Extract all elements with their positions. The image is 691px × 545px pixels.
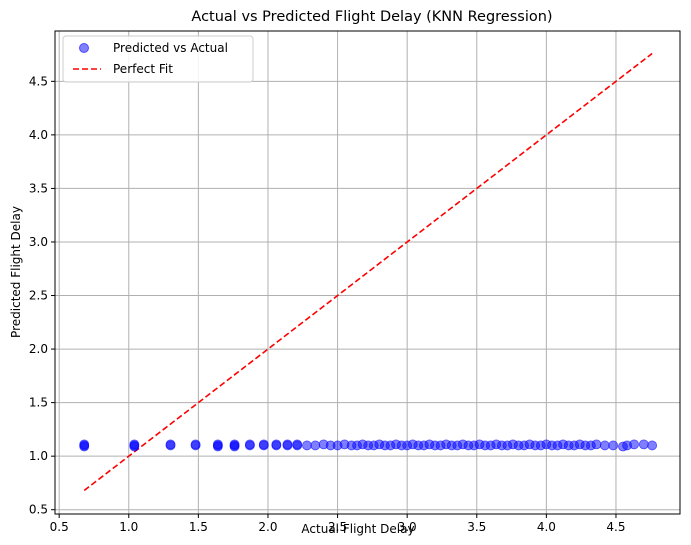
- y-tick-label: 1.0: [29, 449, 48, 463]
- data-point: [212, 439, 223, 450]
- data-point: [302, 440, 312, 451]
- data-point: [647, 440, 658, 451]
- data-point: [608, 440, 619, 451]
- data-point: [165, 439, 176, 450]
- data-point: [258, 439, 269, 450]
- plot-area-frame: [54, 30, 681, 515]
- data-point: [310, 440, 321, 451]
- y-axis: 0.5 1.0 1.5 2.0 2.5 3.0 3.5 4.0 4.5: [29, 74, 55, 517]
- y-tick-label: 1.5: [29, 396, 48, 410]
- x-axis-title: Actual Flight Delay: [301, 522, 414, 536]
- x-tick-label: 1.5: [189, 520, 208, 534]
- data-point: [292, 439, 303, 450]
- perfect-fit-line: [83, 52, 653, 492]
- x-tick-label: 3.0: [398, 520, 417, 534]
- legend-label-line: Perfect Fit: [113, 62, 173, 76]
- legend: Predicted vs Actual Perfect Fit: [62, 35, 254, 83]
- x-tick-label: 1.0: [119, 520, 138, 534]
- grid: [55, 31, 680, 514]
- y-tick-label: 2.5: [29, 289, 48, 303]
- x-tick-label: 4.5: [606, 520, 625, 534]
- data-point: [190, 439, 201, 450]
- y-tick-label: 0.5: [29, 503, 48, 517]
- x-tick-label: 3.5: [467, 520, 486, 534]
- data-point: [244, 439, 255, 450]
- y-axis-title: Predicted Flight Delay: [9, 206, 23, 338]
- y-tick-label: 4.0: [29, 128, 48, 142]
- y-tick-label: 3.5: [29, 181, 48, 195]
- x-tick-label: 2.0: [258, 520, 277, 534]
- y-tick-label: 4.5: [29, 74, 48, 88]
- chart-title: Actual vs Predicted Flight Delay (KNN Re…: [191, 9, 552, 25]
- perfect-fit-layer: [83, 52, 653, 492]
- y-tick-label: 2.0: [29, 342, 48, 356]
- data-point: [599, 440, 610, 451]
- data-point: [79, 439, 90, 450]
- x-axis: 0.5 1.0 1.5 2.0 2.5 3.0 3.5 4.0 4.5: [50, 514, 626, 534]
- data-point: [129, 439, 140, 450]
- legend-label-scatter: Predicted vs Actual: [113, 41, 228, 55]
- data-point: [229, 439, 240, 450]
- x-tick-label: 2.5: [328, 520, 347, 534]
- data-point: [638, 439, 649, 450]
- legend-marker-scatter: [79, 43, 89, 53]
- data-point: [282, 439, 293, 450]
- points-layer: [79, 439, 658, 452]
- legend-box: [62, 35, 254, 83]
- data-point: [271, 439, 282, 450]
- x-tick-label: 0.5: [50, 520, 69, 534]
- y-tick-label: 3.0: [29, 235, 48, 249]
- data-point: [629, 439, 639, 450]
- data-point: [591, 439, 602, 450]
- x-tick-label: 4.0: [537, 520, 556, 534]
